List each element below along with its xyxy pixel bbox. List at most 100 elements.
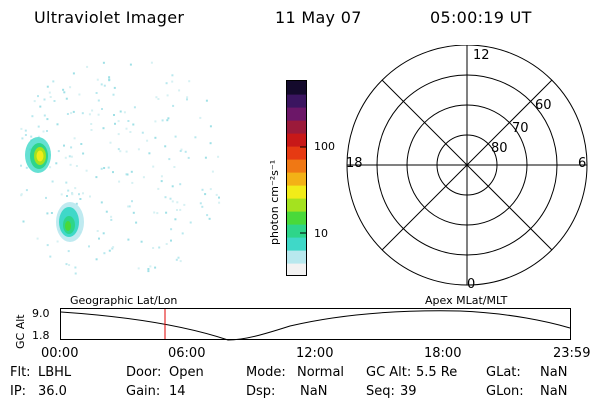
timeline-plot — [60, 308, 571, 341]
aurora-speckle-dot — [206, 214, 209, 217]
aurora-speckle-dot — [108, 78, 111, 81]
polar-label-18: 18 — [346, 156, 363, 171]
aurora-speckle-dot — [113, 114, 115, 116]
aurora-speckle-dot — [109, 141, 112, 144]
aurora-speckle-dot — [97, 113, 100, 116]
aurora-speckle-dot — [46, 244, 49, 247]
timeline-ylabel: GC Alt — [14, 314, 27, 349]
aurora-speckle-dot — [168, 158, 171, 161]
aurora-speckle-dot — [65, 97, 68, 100]
aurora-speckle-dot — [127, 238, 130, 241]
aurora-speckle-dot — [24, 129, 27, 132]
aurora-speckle-dot — [211, 170, 214, 173]
colorbar-segment — [287, 146, 306, 160]
aurora-speckle-dot — [66, 113, 69, 115]
timeline-ytick-top: 9.0 — [32, 307, 50, 320]
aurora-speckle-dot — [217, 155, 220, 158]
aurora-speckle-dot — [31, 115, 34, 118]
aurora-speckle-dot — [165, 211, 168, 214]
aurora-speckle-dot — [72, 110, 75, 113]
aurora-speckle-dot — [78, 93, 81, 96]
aurora-speckle-dot — [56, 240, 59, 243]
aurora-speckle-dot — [125, 150, 128, 153]
aurora-speckle-dot — [70, 112, 73, 115]
status-flt-label: Flt: — [10, 365, 31, 380]
aurora-speckle-dot — [98, 237, 100, 240]
status-seq-label: Seq: — [366, 384, 395, 399]
aurora-speckle-dot — [74, 187, 77, 190]
aurora-speckle-dot — [51, 180, 54, 183]
aurora-speckle-dot — [137, 267, 140, 270]
aurora-speckle-dot — [72, 72, 75, 75]
colorbar-segment — [287, 172, 306, 186]
aurora-speckle-dot — [154, 266, 157, 269]
polar-label-12: 12 — [473, 48, 490, 63]
status-glat-value: NaN — [540, 365, 568, 380]
aurora-speckle-dot — [21, 137, 24, 140]
aurora-speckle-dot — [170, 239, 172, 242]
aurora-speckle-dot — [154, 120, 157, 123]
aurora-speckle-dot — [127, 205, 130, 208]
aurora-speckle-dot — [89, 195, 91, 198]
aurora-speckle-dot — [155, 96, 158, 99]
status-ip-value: 36.0 — [38, 384, 67, 399]
aurora-speckle-dot — [20, 164, 22, 167]
aurora-speckle-dot — [108, 76, 111, 79]
colorbar-segment — [287, 185, 306, 199]
status-door-value: Open — [169, 365, 204, 380]
aurora-speckle-dot — [64, 156, 67, 159]
status-dsp-label: Dsp: — [246, 384, 276, 399]
aurora-speckle-dot — [78, 193, 80, 196]
aurora-speckle-dot — [175, 258, 178, 261]
aurora-speckle-dot — [110, 218, 113, 221]
polar-lat-80: 80 — [491, 141, 508, 156]
aurora-speckle-dot — [154, 136, 157, 139]
aurora-speckle-dot — [201, 205, 204, 208]
aurora-speckle-dot — [102, 127, 105, 130]
aurora-speckle-dot — [112, 93, 115, 96]
aurora-speckle-dot — [199, 116, 202, 119]
polar-grid — [346, 45, 588, 286]
aurora-speckle-dot — [187, 156, 190, 159]
aurora-speckle-dot — [218, 196, 220, 199]
aurora-speckle-dot — [129, 131, 132, 133]
aurora-speckle-dot — [161, 119, 164, 122]
aurora-speckle-dot — [127, 120, 130, 122]
aurora-speckle-dot — [188, 80, 191, 83]
aurora-speckle-dot — [95, 176, 98, 179]
observation-date: 11 May 07 — [275, 8, 362, 27]
aurora-speckle-dot — [152, 247, 155, 249]
aurora-speckle-dot — [156, 212, 159, 215]
aurora-speckle-dot — [176, 209, 178, 211]
aurora-speckle — [20, 61, 221, 275]
aurora-speckle-dot — [49, 96, 52, 98]
colorbar-segment — [287, 159, 306, 173]
aurora-speckle-dot — [43, 98, 46, 101]
aurora-speckle-dot — [149, 265, 152, 268]
aurora-speckle-dot — [174, 218, 177, 221]
aurora-speckle-dot — [20, 127, 23, 130]
aurora-speckle-dot — [186, 96, 189, 99]
timeline-xtick-1800: 18:00 — [424, 346, 462, 361]
colorbar — [286, 80, 307, 276]
aurora-speckle-dot — [70, 155, 73, 158]
aurora-speckle-dot — [177, 256, 180, 259]
aurora-speckle-dot — [90, 129, 93, 131]
aurora-speckle-dot — [52, 80, 55, 83]
aurora-speckle-dot — [96, 230, 99, 232]
polar-lat-70: 70 — [512, 121, 529, 136]
aurora-speckle-dot — [171, 80, 174, 83]
aurora-speckle-dot — [117, 148, 120, 151]
polar-lat-60: 60 — [535, 98, 552, 113]
aurora-speckle-dot — [30, 135, 33, 138]
aurora-speckle-dot — [63, 144, 65, 147]
aurora-speckle-dot — [101, 108, 103, 110]
aurora-speckle-dot — [95, 258, 98, 261]
aurora-speckle-dot — [194, 136, 197, 139]
aurora-speckle-dot — [131, 200, 133, 203]
aurora-speckle-dot — [165, 243, 168, 245]
aurora-speckle-dot — [96, 78, 99, 81]
aurora-speckle-dot — [126, 173, 129, 176]
aurora-speckle-dot — [113, 86, 116, 89]
aurora-speckle-dot — [70, 146, 73, 149]
